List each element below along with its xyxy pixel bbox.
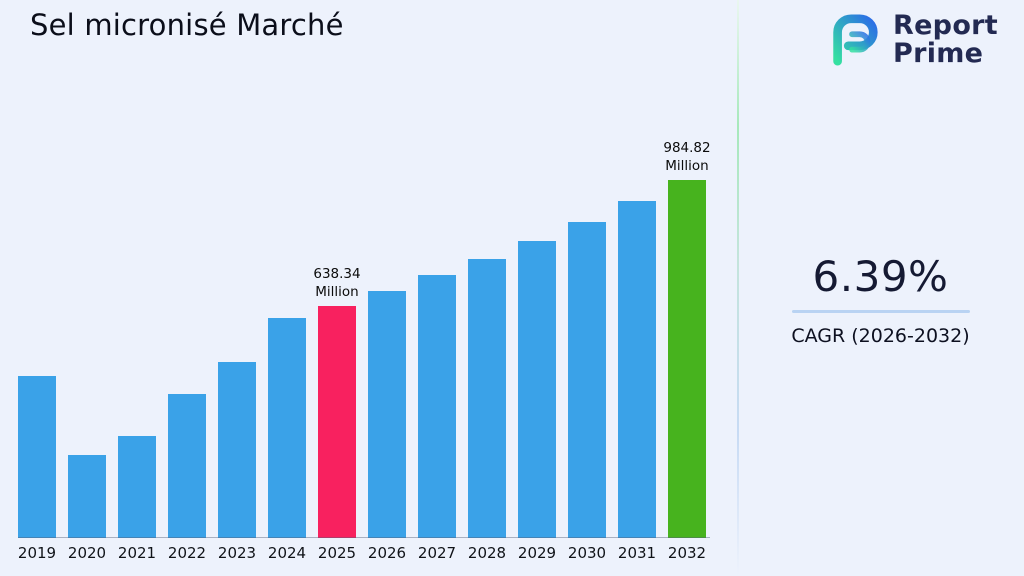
x-tick-2031: 2031	[617, 544, 657, 562]
bar-2026	[368, 291, 406, 538]
brand-logo: Report Prime	[825, 10, 998, 70]
bar-group-2029: 2029	[518, 241, 556, 562]
report-prime-logo-icon	[833, 14, 878, 66]
bar-group-2024: 2024	[268, 318, 306, 562]
bar-group-2031: 2031	[618, 201, 656, 562]
bar-group-2019: 2019	[18, 376, 56, 562]
bar-group-2022: 2022	[168, 394, 206, 562]
bar-value-label-2032: 984.82 Million	[663, 139, 711, 174]
bar-group-2026: 2026	[368, 291, 406, 562]
page-title: Sel micronisé Marché	[30, 8, 344, 42]
bar-2027	[418, 275, 456, 538]
x-tick-2021: 2021	[117, 544, 157, 562]
x-axis-line	[18, 537, 710, 538]
bar-chart: 2019 2020 2021 2022 2023 2024 638.34 Million 202…	[18, 139, 711, 562]
x-tick-2020: 2020	[67, 544, 107, 562]
x-tick-2024: 2024	[267, 544, 307, 562]
x-tick-2022: 2022	[167, 544, 207, 562]
bar-group-2027: 2027	[418, 275, 456, 562]
x-tick-2025: 2025	[317, 544, 357, 562]
x-tick-2026: 2026	[367, 544, 407, 562]
bar-2023	[218, 362, 256, 538]
bar-2021	[118, 436, 156, 538]
bar-2030	[568, 222, 606, 538]
cagr-panel: 6.39% CAGR (2026-2032)	[737, 252, 1024, 347]
logo-text-report: Report	[892, 10, 998, 41]
x-tick-2032: 2032	[667, 544, 707, 562]
x-tick-2030: 2030	[567, 544, 607, 562]
bar-2024	[268, 318, 306, 538]
bar-2019	[18, 376, 56, 538]
bar-group-2023: 2023	[218, 362, 256, 562]
bar-group-2030: 2030	[568, 222, 606, 562]
cagr-underline	[791, 310, 970, 313]
x-tick-2027: 2027	[417, 544, 457, 562]
x-tick-2023: 2023	[217, 544, 257, 562]
bar-value-label-2025: 638.34 Million	[313, 265, 361, 300]
bar-group-2021: 2021	[118, 436, 156, 562]
bar-2020	[68, 455, 106, 538]
bar-group-2020: 2020	[68, 455, 106, 562]
cagr-value: 6.39%	[812, 252, 949, 301]
bar-group-2028: 2028	[468, 259, 506, 562]
x-tick-2028: 2028	[467, 544, 507, 562]
cagr-label: CAGR (2026-2032)	[791, 325, 970, 347]
vertical-divider	[737, 0, 739, 576]
bar-2028	[468, 259, 506, 538]
logo-text-prime: Prime	[892, 38, 984, 70]
x-tick-2019: 2019	[17, 544, 57, 562]
bar-2025	[318, 306, 356, 538]
bar-2022	[168, 394, 206, 538]
bar-2029	[518, 241, 556, 538]
bar-2032	[668, 180, 706, 538]
bar-group-2025: 638.34 Million 2025	[313, 265, 360, 562]
logo-wordmark: Report Prime	[892, 10, 998, 70]
bar-group-2032: 984.82 Million 2032	[663, 139, 710, 562]
x-tick-2029: 2029	[517, 544, 557, 562]
bar-2031	[618, 201, 656, 538]
